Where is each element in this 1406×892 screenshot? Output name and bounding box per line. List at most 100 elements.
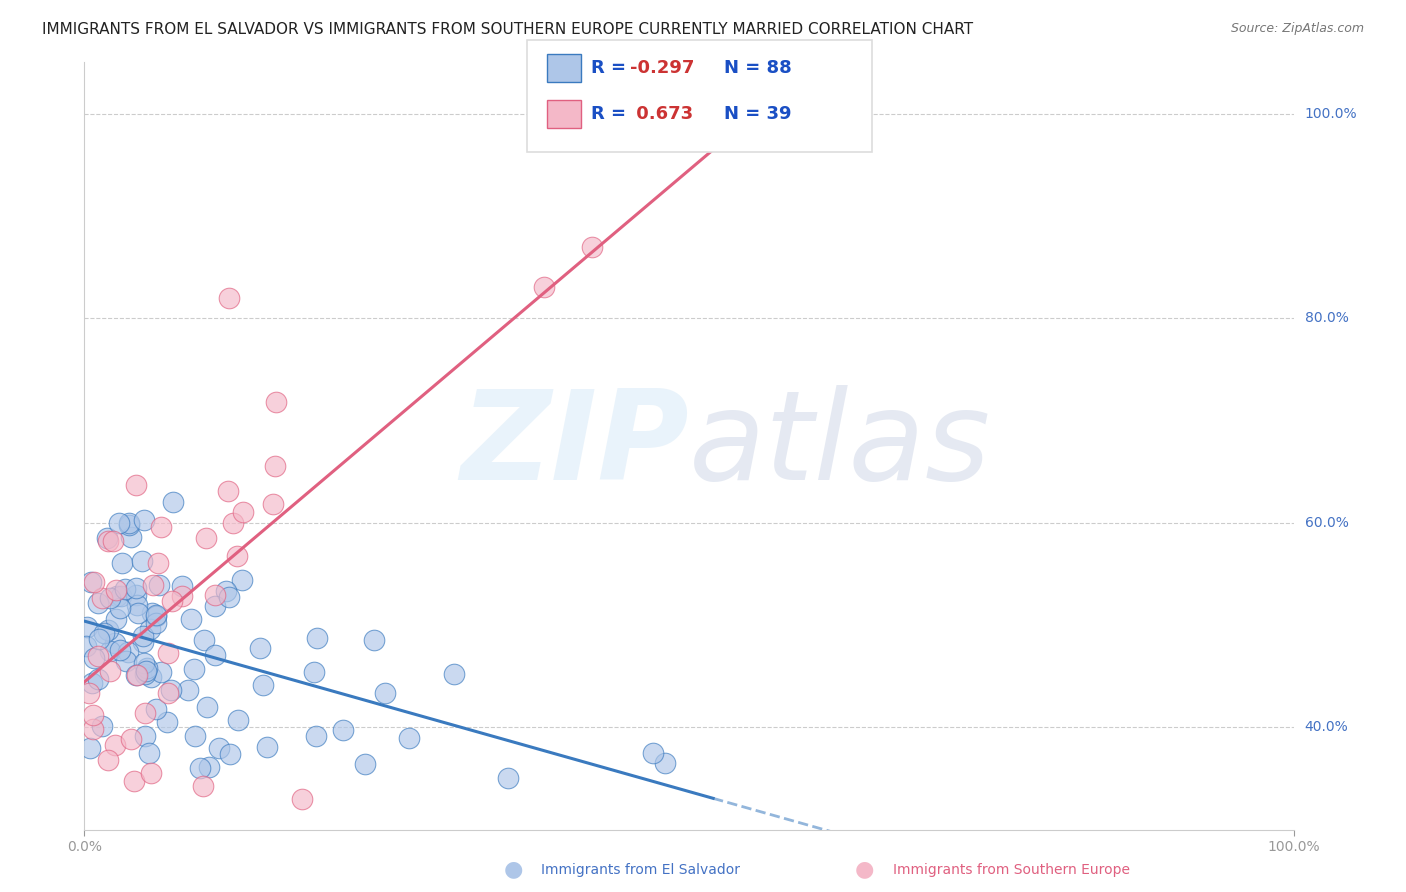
- Point: [264, 458, 287, 473]
- Point: [157, 647, 180, 661]
- Point: [134, 729, 156, 743]
- Point: [194, 531, 217, 545]
- Text: Immigrants from Southern Europe: Immigrants from Southern Europe: [893, 863, 1130, 877]
- Point: [125, 478, 148, 492]
- Point: [496, 772, 519, 786]
- Point: [193, 632, 215, 647]
- Text: IMMIGRANTS FROM EL SALVADOR VS IMMIGRANTS FROM SOUTHERN EUROPE CURRENTLY MARRIED: IMMIGRANTS FROM EL SALVADOR VS IMMIGRANT…: [42, 22, 973, 37]
- Text: -0.297: -0.297: [630, 59, 695, 77]
- Point: [145, 615, 167, 630]
- Point: [305, 729, 328, 743]
- Text: 80.0%: 80.0%: [1305, 311, 1348, 326]
- Point: [256, 740, 278, 755]
- Point: [150, 665, 173, 680]
- Point: [82, 708, 104, 723]
- Point: [131, 635, 153, 649]
- Text: R =: R =: [591, 59, 631, 77]
- Point: [232, 505, 254, 519]
- Point: [97, 534, 120, 549]
- Point: [110, 589, 132, 603]
- Point: [226, 549, 249, 563]
- Point: [86, 648, 108, 663]
- Point: [142, 578, 165, 592]
- Point: [120, 731, 142, 746]
- Point: [363, 633, 385, 648]
- Text: atlas: atlas: [689, 385, 991, 507]
- Text: ●: ●: [855, 860, 875, 880]
- Point: [146, 556, 169, 570]
- Point: [108, 601, 131, 615]
- Point: [125, 668, 148, 682]
- Text: Immigrants from El Salvador: Immigrants from El Salvador: [541, 863, 741, 877]
- Point: [222, 516, 245, 530]
- Point: [249, 640, 271, 655]
- Point: [80, 676, 103, 690]
- Point: [183, 663, 205, 677]
- Point: [215, 584, 238, 599]
- Point: [96, 531, 118, 545]
- Point: [231, 573, 253, 587]
- Point: [98, 644, 121, 658]
- Point: [104, 582, 127, 597]
- Point: [157, 686, 180, 700]
- Point: [204, 587, 226, 601]
- Point: [87, 596, 110, 610]
- Point: [80, 575, 103, 590]
- Point: [118, 516, 141, 531]
- Point: [219, 747, 242, 762]
- Point: [83, 574, 105, 589]
- Point: [188, 761, 211, 775]
- Point: [111, 556, 134, 570]
- Point: [125, 588, 148, 602]
- Point: [172, 590, 194, 604]
- Point: [218, 590, 240, 604]
- Point: [127, 607, 149, 621]
- Point: [108, 516, 131, 530]
- Text: Source: ZipAtlas.com: Source: ZipAtlas.com: [1230, 22, 1364, 36]
- Point: [155, 714, 177, 729]
- Point: [141, 607, 163, 621]
- Point: [125, 668, 148, 682]
- Text: 60.0%: 60.0%: [1305, 516, 1348, 530]
- Point: [90, 719, 112, 733]
- Point: [218, 291, 240, 305]
- Point: [291, 792, 314, 806]
- Point: [207, 741, 229, 756]
- Point: [79, 741, 101, 756]
- Point: [160, 682, 183, 697]
- Point: [97, 623, 120, 637]
- Point: [93, 625, 115, 640]
- Point: [104, 612, 127, 626]
- Point: [105, 590, 128, 604]
- Point: [145, 609, 167, 624]
- Point: [87, 672, 110, 686]
- Point: [83, 651, 105, 665]
- Point: [131, 629, 153, 643]
- Point: [115, 654, 138, 668]
- Text: N = 88: N = 88: [724, 59, 792, 77]
- Text: N = 39: N = 39: [724, 105, 792, 123]
- Point: [91, 591, 114, 606]
- Point: [76, 620, 98, 634]
- Point: [184, 729, 207, 743]
- Point: [252, 678, 274, 692]
- Point: [204, 599, 226, 613]
- Text: R =: R =: [591, 105, 631, 123]
- Point: [305, 631, 328, 645]
- Point: [398, 731, 420, 745]
- Point: [134, 706, 156, 720]
- Text: 100.0%: 100.0%: [1305, 106, 1357, 120]
- Point: [127, 598, 149, 612]
- Point: [98, 591, 121, 605]
- Point: [262, 497, 284, 511]
- Point: [332, 723, 354, 738]
- Point: [97, 753, 120, 767]
- Point: [138, 746, 160, 760]
- Point: [120, 531, 142, 545]
- Point: [302, 665, 325, 679]
- Text: 40.0%: 40.0%: [1305, 720, 1348, 734]
- Point: [79, 685, 101, 699]
- Point: [533, 280, 555, 294]
- Point: [581, 239, 603, 253]
- Point: [177, 683, 200, 698]
